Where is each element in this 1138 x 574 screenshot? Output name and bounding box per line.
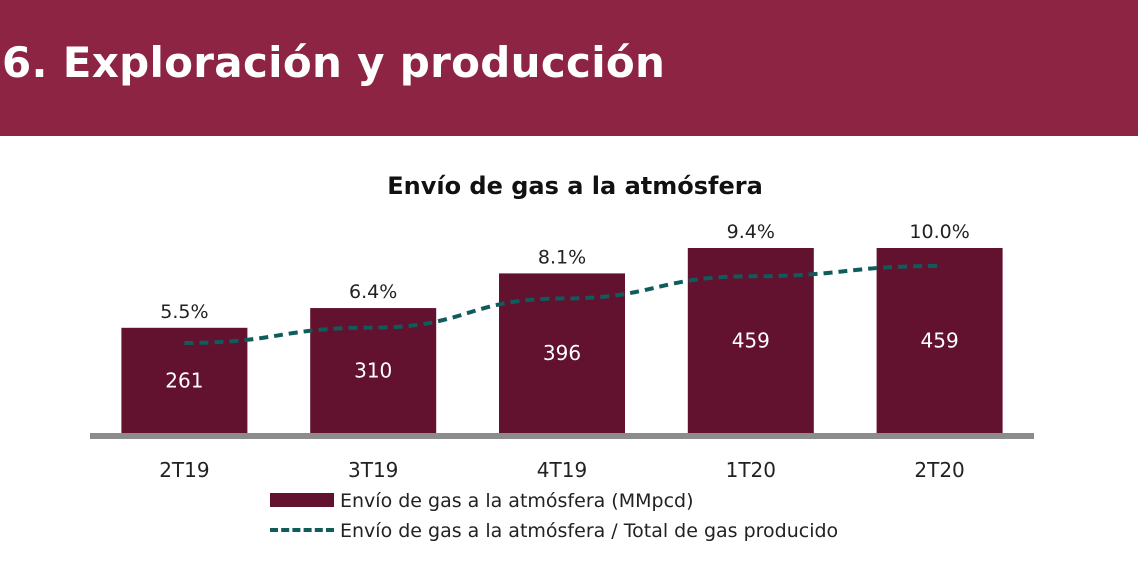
legend-bar-swatch [270,492,334,507]
line-layer [184,264,940,345]
page-title: 6. Exploración y producción [2,38,666,87]
bar-2T20 [876,248,1003,433]
x-tick-label: 1T20 [726,458,776,482]
percent-label: 8.1% [538,246,586,268]
bar-value-label: 396 [543,341,581,365]
x-tick-label: 2T20 [914,458,964,482]
percent-label: 6.4% [349,281,397,303]
x-tick-label: 2T19 [159,458,209,482]
bar-value-label: 459 [732,329,770,353]
percent-label: 9.4% [727,221,775,243]
bar-value-label: 310 [354,359,392,383]
x-tick-label: 3T19 [348,458,398,482]
legend: Envío de gas a la atmósfera (MMpcd) Enví… [270,488,838,544]
legend-item-line: Envío de gas a la atmósfera / Total de g… [270,518,838,544]
bar-3T19 [310,308,437,433]
bar-value-label: 261 [165,368,203,392]
bar-value-label: 459 [921,329,959,353]
legend-line-label: Envío de gas a la atmósfera / Total de g… [340,520,839,542]
bar-2T19 [121,327,248,433]
percent-label: 10.0% [909,221,969,243]
legend-item-bars: Envío de gas a la atmósfera (MMpcd) [270,488,838,514]
chart-title: Envío de gas a la atmósfera [387,172,763,200]
legend-bars-label: Envío de gas a la atmósfera (MMpcd) [340,490,694,512]
x-tick-label: 4T19 [537,458,587,482]
percent-label: 5.5% [160,301,208,323]
bars-layer [121,248,1003,433]
labels-layer: 261 5.5% 2T19 310 6.4% 3T19 396 8.1% 4T19 459 9.4%… [159,221,970,482]
legend-line-swatch [270,527,334,532]
header-band: 6. Exploración y producción [0,0,1138,136]
